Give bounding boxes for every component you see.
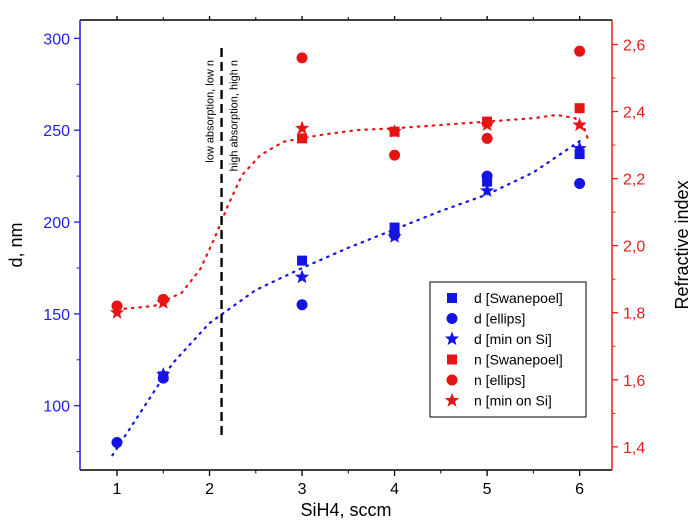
legend-box [429,281,587,418]
fit-curve-n [115,113,590,311]
data-point-circle [481,132,493,144]
data-point-star [572,117,587,132]
legend-label: d [Swanepoel] [474,290,563,306]
data-point-star [294,269,310,284]
legend-label: n [min on Si] [474,393,552,409]
x-axis-title: SiH4, sccm [300,500,391,520]
data-point-square [389,222,400,233]
legend-item: n [Swanepoel] [447,352,563,368]
annotation-group: low absorption, low n high absorption, hi… [205,48,241,440]
y-left-axis-title: d, nm [6,222,26,267]
y-right-tick-label: 2,4 [623,105,645,122]
data-point-circle [296,299,308,311]
y-right-tick-label: 2,6 [623,37,645,54]
y-left-tick-label: 200 [43,215,70,232]
x-tick-label: 3 [298,481,307,498]
data-point-square [297,133,308,144]
legend-label: d [min on Si] [474,331,552,347]
data-point-star [479,117,495,132]
legend-item: n [ellips] [446,372,525,388]
x-tick-label: 2 [205,481,214,498]
data-point-circle [481,170,493,182]
data-point-square [482,176,493,187]
annotation-high-absorption: high absorption, high n [229,60,241,171]
data-point-circle [389,149,401,161]
x-tick-label: 1 [113,481,122,498]
series-n-ellips [111,45,586,312]
data-point-circle [296,52,308,64]
x-tick-label: 4 [390,481,399,498]
data-points [109,45,587,448]
legend: d [Swanepoel] d [ellips] d [min on Si] n [S… [429,281,587,418]
series-n-swanepoel [297,103,585,144]
legend-marker-star [444,331,460,346]
legend-item: d [min on Si] [444,331,552,347]
x-tick-label: 6 [575,481,584,498]
data-point-star [294,120,310,135]
x-tick-label: 5 [483,481,492,498]
plot-frame [79,19,613,471]
data-point-square [297,255,308,266]
data-point-star [387,229,402,243]
data-point-star [109,305,125,319]
y-right-tick-label: 2,2 [623,172,645,189]
legend-item: d [ellips] [446,311,525,327]
legend-marker-circle [446,374,458,386]
y-left-tick-label: 150 [43,307,70,324]
legend-label: n [Swanepoel] [474,352,563,368]
y-left-tick-label: 300 [43,31,70,48]
fit-curves [111,113,590,457]
legend-marker-square [447,293,457,303]
data-point-star [387,124,402,138]
legend-marker-square [447,354,457,365]
y-right-tick-label: 1,8 [623,306,645,323]
data-point-star [479,183,495,197]
legend-label: d [ellips] [474,311,525,327]
series-n-min-on-si [109,117,587,319]
legend-label: n [ellips] [474,372,525,388]
y-right-axis-title: Refractive index [672,180,692,309]
annotation-low-absorption: low absorption, low n [205,60,217,163]
legend-item: n [min on Si] [444,393,552,409]
y-right-tick-label: 2,0 [623,239,645,256]
fit-curve-d [111,140,581,457]
data-point-square [574,103,585,114]
series-d-min-on-si [156,141,587,381]
y-left-tick-label: 250 [43,123,70,140]
y-right-tick-label: 1,6 [623,373,645,390]
data-point-circle [574,45,586,57]
legend-marker-star [444,393,460,407]
legend-item: d [Swanepoel] [447,290,563,306]
data-point-circle [574,177,586,189]
data-point-star [156,295,171,309]
data-point-star [156,366,171,381]
data-point-star [572,141,587,155]
axes: 1 2 3 4 5 6 100 150 200 250 300 1,4 1,6 1,8 2,0 2,2 2,4 2… [6,16,692,520]
legend-marker-circle [446,313,458,324]
y-left-tick-label: 100 [43,399,70,416]
data-point-square [574,149,585,160]
y-right-tick-label: 1,4 [623,440,645,457]
data-point-circle [111,436,123,448]
